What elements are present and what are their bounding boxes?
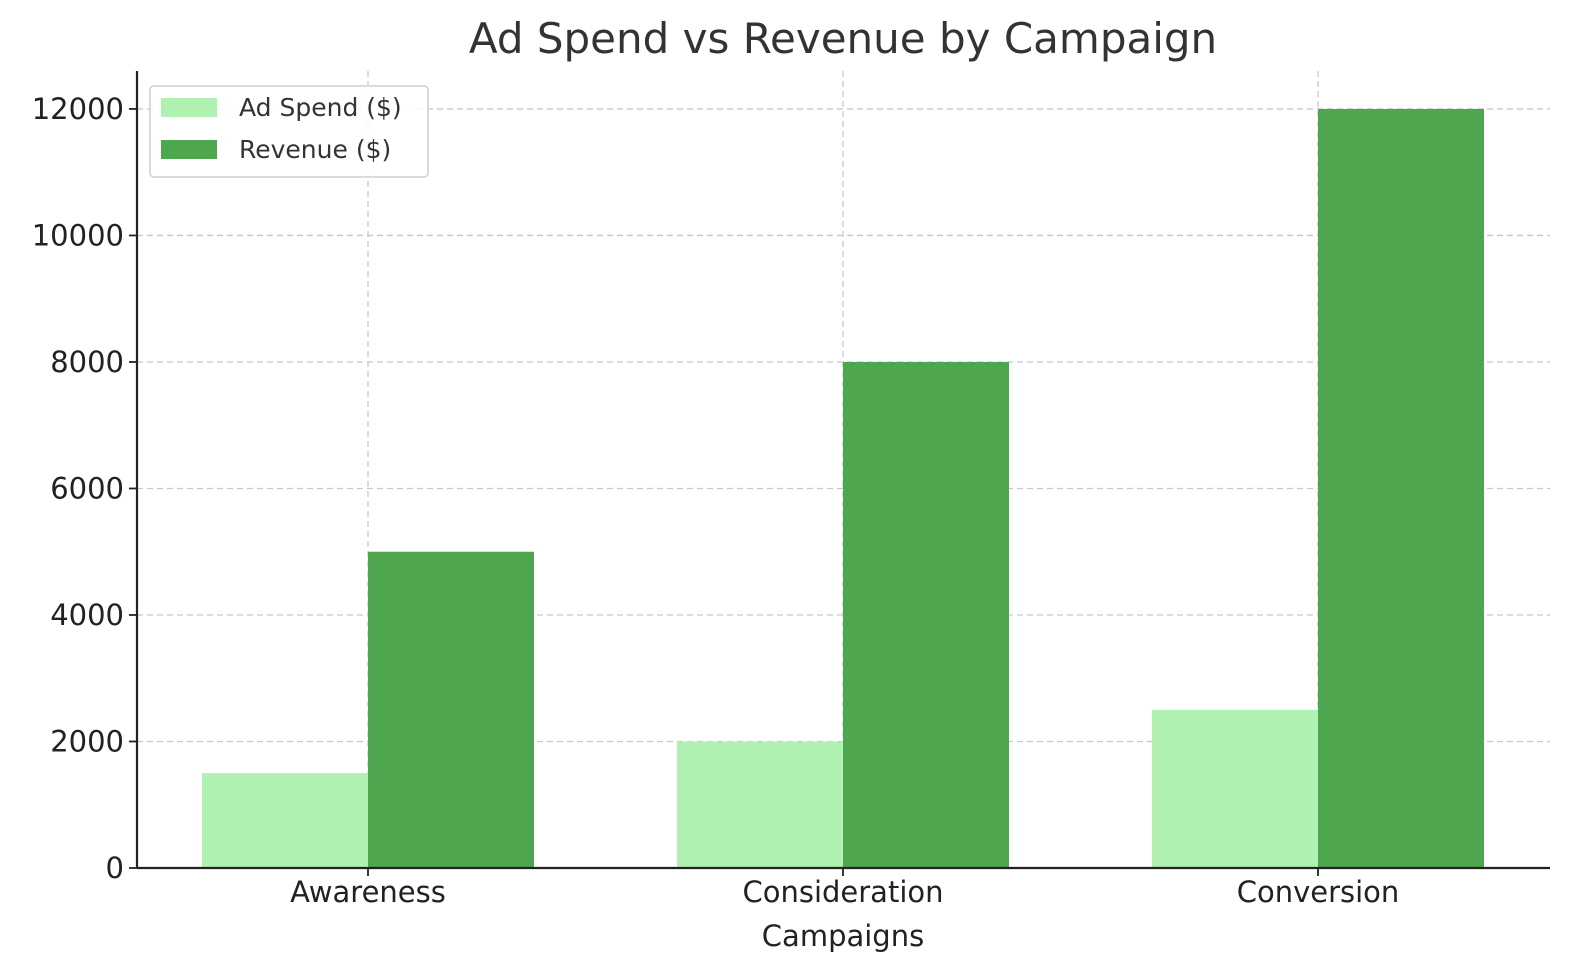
bars (202, 108, 1484, 868)
x-axis-ticks: Awareness Consideration Conversion (290, 868, 1399, 909)
bar-revenue-conversion (1318, 108, 1484, 868)
chart-title: Ad Spend vs Revenue by Campaign (469, 14, 1217, 63)
legend: Ad Spend ($) Revenue ($) (149, 85, 429, 178)
y-tick-label: 10000 (32, 218, 124, 252)
x-tick-label-consideration: Consideration (742, 875, 943, 909)
legend-swatch-revenue (161, 140, 217, 159)
bar-revenue-awareness (368, 551, 534, 868)
y-tick-label: 2000 (50, 724, 124, 758)
legend-frame (149, 85, 429, 178)
y-tick-label: 8000 (50, 345, 124, 379)
y-tick-label: 6000 (50, 471, 124, 505)
bar-revenue-consideration (843, 361, 1009, 868)
bar-ad-spend-conversion (1152, 709, 1318, 868)
bar-ad-spend-consideration (677, 741, 843, 868)
y-tick-label: 4000 (50, 598, 124, 632)
y-tick-label: 0 (106, 851, 124, 885)
bar-ad-spend-awareness (202, 773, 368, 868)
x-tick-label-conversion: Conversion (1237, 875, 1400, 909)
y-tick-label: 12000 (32, 92, 124, 126)
legend-label-ad-spend: Ad Spend ($) (239, 93, 402, 122)
x-axis-label: Campaigns (762, 919, 924, 953)
y-axis-ticks: 0 2000 4000 6000 8000 10000 12000 (32, 92, 137, 885)
legend-swatch-ad-spend (161, 98, 217, 117)
legend-label-revenue: Revenue ($) (239, 135, 391, 164)
x-tick-label-awareness: Awareness (290, 875, 446, 909)
